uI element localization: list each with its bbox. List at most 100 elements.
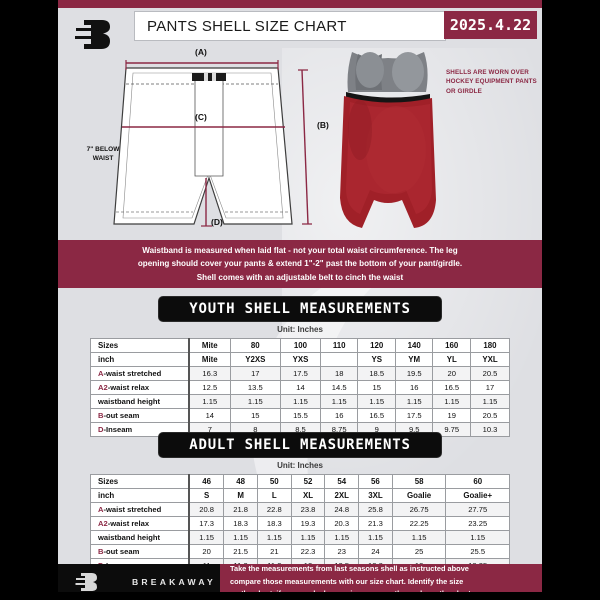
footer-line-1: Take the measurements from last seasons …	[230, 563, 469, 573]
row-label: A2-waist relax	[90, 516, 190, 531]
table-cell: 19	[432, 408, 471, 423]
table-cell: 20.3	[324, 516, 360, 531]
table-cell: 26.75	[391, 502, 447, 517]
table-cell: 24.8	[324, 502, 360, 517]
table-cell: 1.15	[223, 530, 258, 545]
table-cell: 16.3	[187, 366, 231, 381]
table-cell: 20.5	[470, 366, 510, 381]
pants-technical-diagram: (A) (B) (C) (D) 7" BELOW WAIST	[66, 46, 352, 236]
adult-measurements-table: Sizes 46 48 50 52 54 56 58 60 inch S M L XL 2XL 3XL Goal…	[90, 474, 510, 573]
footer-instruction-banner: Take the measurements from last seasons …	[220, 564, 542, 592]
table-row: A2-waist relax 12.5 13.5 14 14.5 15 16 16.5 17	[90, 380, 510, 395]
table-cell: 25	[391, 544, 447, 559]
youth-unit-label: Unit: Inches	[277, 325, 323, 334]
table-header-size-cell: 120	[357, 338, 396, 353]
adult-section-header: ADULT SHELL MEASUREMENTS Unit: Inches	[58, 432, 542, 470]
instruction-line-2: opening should cover your pants & extend…	[137, 259, 463, 269]
row-label: waistband height	[90, 394, 190, 409]
breakaway-b-monogram-icon	[72, 16, 112, 52]
table-cell: 15.5	[280, 408, 321, 423]
table-cell: 16	[319, 408, 359, 423]
table-header-size-cell: 56	[358, 474, 393, 489]
table-cell: 25.5	[445, 544, 510, 559]
table-cell: 1.15	[256, 530, 292, 545]
table-header-inch-cell: XL	[290, 488, 326, 503]
table-cell: 1.15	[391, 530, 447, 545]
table-row: A-waist stretched 16.3 17 17.5 18 18.5 19.5 20 2…	[90, 366, 510, 381]
table-cell: 1.15	[445, 530, 510, 545]
diagram-label-a: (A)	[195, 47, 207, 57]
page-footer: BREAKAWAY Take the measurements from las…	[58, 564, 542, 592]
table-cell: 1.15	[470, 394, 510, 409]
table-header-row: inch S M L XL 2XL 3XL Goalie Goalie+	[90, 488, 510, 503]
product-photo	[330, 50, 448, 240]
table-row: waistband height 1.15 1.15 1.15 1.15 1.15 1.15…	[90, 530, 510, 545]
table-cell: 16.5	[357, 408, 396, 423]
table-cell: 22.3	[290, 544, 326, 559]
row-label: A2-waist relax	[90, 380, 190, 395]
table-cell: 13.5	[229, 380, 282, 395]
row-label: B-out seam	[90, 544, 190, 559]
table-cell: 16	[394, 380, 434, 395]
table-cell: 1.15	[357, 394, 396, 409]
table-header-inch-cell: 3XL	[358, 488, 393, 503]
table-cell: 17.5	[280, 366, 321, 381]
table-cell: 23	[324, 544, 360, 559]
table-header-size-cell: 48	[223, 474, 258, 489]
table-header-size-cell: 110	[319, 338, 359, 353]
table-cell: 17.5	[394, 408, 434, 423]
table-header-inch-cell: L	[256, 488, 292, 503]
diagram-label-c: (C)	[195, 112, 207, 122]
table-cell: 1.15	[229, 394, 282, 409]
youth-measurements-table: Sizes Mite 80 100 110 120 140 160 180 inch Mite Y2X…	[90, 338, 510, 437]
table-cell: 14.5	[319, 380, 359, 395]
diagram-label-b: (B)	[317, 120, 329, 130]
table-cell: 1.15	[394, 394, 434, 409]
table-cell: 19.3	[290, 516, 326, 531]
table-header-inch-cell: 2XL	[324, 488, 360, 503]
table-header-inch-cell: YS	[357, 352, 396, 367]
table-cell: 20.8	[188, 502, 225, 517]
table-cell: 17	[229, 366, 282, 381]
table-cell: 1.15	[432, 394, 471, 409]
table-cell: 27.75	[445, 502, 510, 517]
table-header-inch-cell: M	[223, 488, 258, 503]
row-label: A-waist stretched	[90, 366, 190, 381]
table-header-inch: inch	[90, 352, 190, 367]
table-cell: 10.3	[470, 422, 510, 437]
table-cell: 17.3	[188, 516, 225, 531]
shell-worn-note: SHELLS ARE WORN OVER HOCKEY EQUIPMENT PA…	[446, 69, 537, 95]
table-header-size-cell: 58	[391, 474, 447, 489]
table-header-inch-cell: Goalie	[391, 488, 447, 503]
table-header-row: inch Mite Y2XS YXS YS YM YL YXL	[90, 352, 510, 367]
table-cell: 17	[470, 380, 510, 395]
table-cell: 23.25	[445, 516, 510, 531]
diagram-label-d: (D)	[211, 217, 223, 227]
instruction-line-3: Shell comes with an adjustable belt to c…	[196, 272, 404, 282]
page-title-text: PANTS SHELL SIZE CHART	[147, 17, 347, 35]
table-cell: 22.25	[391, 516, 447, 531]
instruction-banner: Waistband is measured when laid flat - n…	[58, 240, 542, 288]
table-cell: 15	[357, 380, 396, 395]
table-header-size-cell: 60	[445, 474, 510, 489]
table-header-sizes: Sizes	[90, 474, 190, 489]
table-cell: 1.15	[280, 394, 321, 409]
footer-line-2: compare those measurements with our size…	[230, 576, 464, 586]
table-header-inch-cell: S	[188, 488, 225, 503]
table-header-inch-cell: Y2XS	[229, 352, 282, 367]
row-label: waistband height	[90, 530, 190, 545]
table-cell: 20	[432, 366, 471, 381]
instruction-line-1: Waistband is measured when laid flat - n…	[142, 245, 458, 255]
date-badge-text: 2025.4.22	[449, 16, 532, 34]
table-cell: 23.8	[290, 502, 326, 517]
table-cell: 24	[358, 544, 393, 559]
adult-unit-label: Unit: Inches	[277, 461, 323, 470]
table-cell: 1.15	[324, 530, 360, 545]
table-cell: 1.15	[319, 394, 359, 409]
table-header-inch: inch	[90, 488, 190, 503]
table-cell: 14	[280, 380, 321, 395]
table-header-size-cell: Mite	[187, 338, 231, 353]
table-cell: 18.3	[223, 516, 258, 531]
table-cell: 18.5	[357, 366, 396, 381]
